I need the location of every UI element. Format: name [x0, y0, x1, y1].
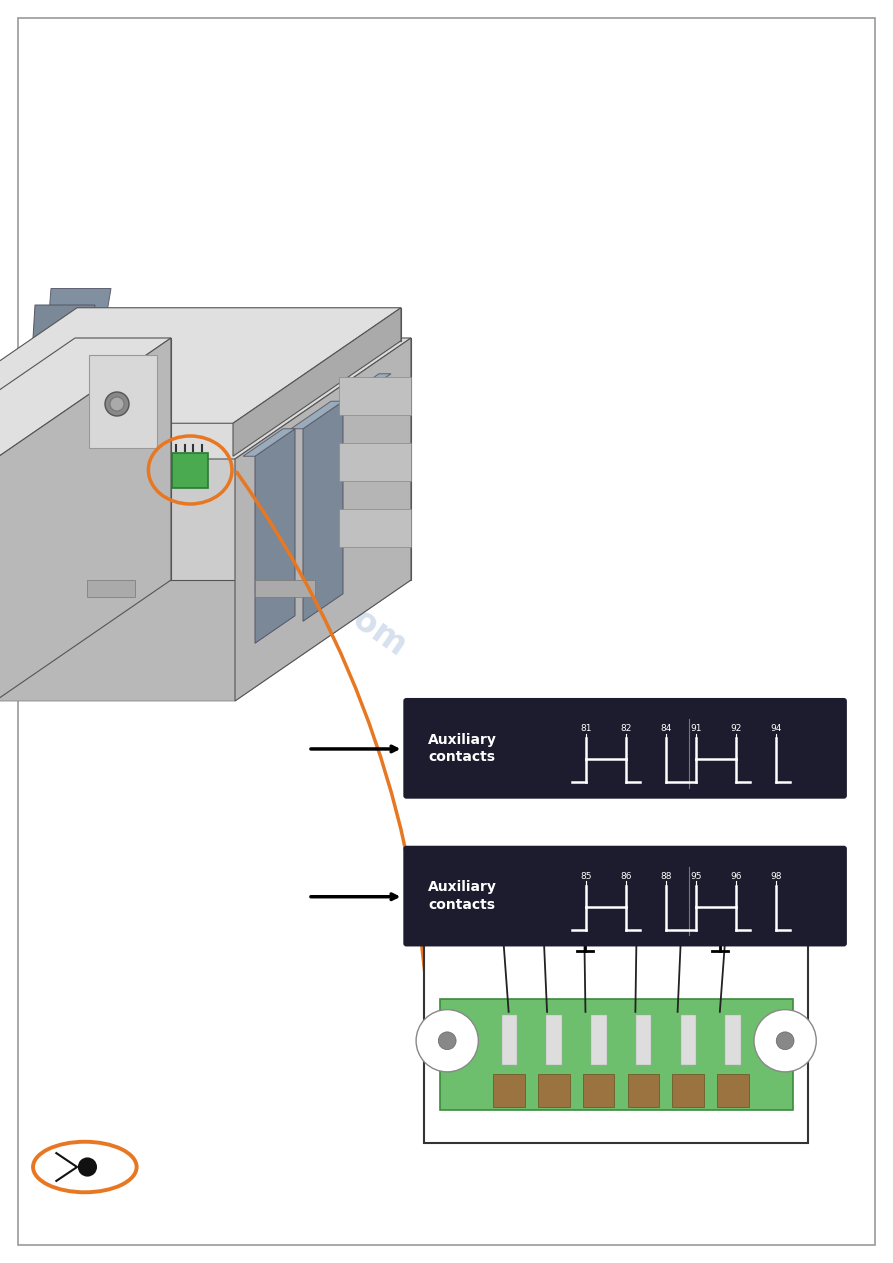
Polygon shape: [77, 308, 401, 341]
Text: 82: 82: [621, 724, 632, 734]
Bar: [89, 355, 156, 448]
FancyBboxPatch shape: [725, 1015, 741, 1065]
Circle shape: [438, 1032, 456, 1050]
Polygon shape: [255, 428, 295, 643]
Text: 84: 84: [661, 724, 672, 734]
Text: Auxiliary
contacts: Auxiliary contacts: [429, 880, 497, 912]
FancyBboxPatch shape: [404, 846, 847, 946]
Polygon shape: [339, 374, 391, 402]
FancyBboxPatch shape: [538, 1074, 570, 1108]
Polygon shape: [75, 338, 411, 580]
Text: 81: 81: [580, 724, 592, 734]
Polygon shape: [303, 402, 343, 621]
Polygon shape: [339, 509, 411, 547]
Polygon shape: [351, 374, 391, 599]
Polygon shape: [0, 338, 171, 458]
FancyBboxPatch shape: [547, 1015, 562, 1065]
Polygon shape: [0, 338, 171, 701]
Text: manualshine.com: manualshine.com: [123, 447, 413, 664]
Polygon shape: [0, 308, 401, 423]
Polygon shape: [87, 580, 135, 596]
Text: 92: 92: [730, 724, 742, 734]
Polygon shape: [339, 442, 411, 481]
Polygon shape: [233, 308, 401, 456]
FancyBboxPatch shape: [494, 1074, 525, 1108]
FancyBboxPatch shape: [636, 1015, 651, 1065]
Text: 85: 85: [580, 871, 592, 882]
Circle shape: [416, 1009, 479, 1072]
Polygon shape: [23, 304, 95, 503]
Text: 98: 98: [770, 871, 781, 882]
Circle shape: [776, 1032, 794, 1050]
Text: 86: 86: [621, 871, 632, 882]
FancyBboxPatch shape: [628, 1074, 659, 1108]
Polygon shape: [31, 288, 111, 547]
Polygon shape: [235, 338, 411, 701]
FancyBboxPatch shape: [404, 698, 847, 798]
Circle shape: [105, 392, 129, 416]
Polygon shape: [291, 402, 343, 428]
Circle shape: [78, 1157, 97, 1177]
FancyBboxPatch shape: [672, 1074, 704, 1108]
Text: 88: 88: [661, 871, 672, 882]
Polygon shape: [0, 580, 411, 701]
FancyBboxPatch shape: [717, 1074, 748, 1108]
FancyBboxPatch shape: [502, 1015, 517, 1065]
FancyBboxPatch shape: [439, 999, 793, 1110]
Text: 91: 91: [690, 724, 702, 734]
Polygon shape: [0, 338, 411, 458]
FancyBboxPatch shape: [680, 1015, 697, 1065]
Text: 96: 96: [730, 871, 742, 882]
FancyBboxPatch shape: [583, 1074, 614, 1108]
Circle shape: [754, 1009, 816, 1072]
Text: Auxiliary
contacts: Auxiliary contacts: [429, 733, 497, 764]
Text: 95: 95: [690, 871, 702, 882]
Ellipse shape: [64, 1157, 93, 1177]
Polygon shape: [339, 376, 411, 416]
Polygon shape: [243, 428, 295, 456]
Text: 94: 94: [770, 724, 781, 734]
FancyBboxPatch shape: [591, 1015, 606, 1065]
Circle shape: [110, 397, 124, 410]
Polygon shape: [255, 580, 315, 596]
FancyBboxPatch shape: [172, 452, 208, 488]
Polygon shape: [75, 338, 171, 580]
FancyBboxPatch shape: [424, 865, 808, 1143]
